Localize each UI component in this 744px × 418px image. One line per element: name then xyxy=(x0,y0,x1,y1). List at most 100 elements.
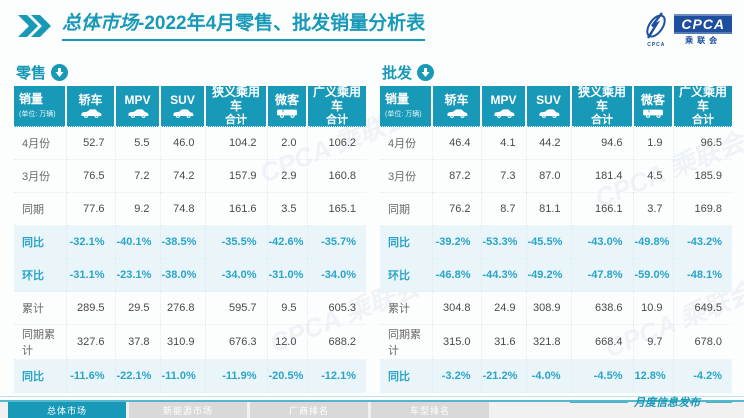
row-label: 同期累计 xyxy=(14,324,66,360)
col-header: 广义乘用车 合计 xyxy=(673,85,732,127)
table-cell: -47.8% xyxy=(570,258,633,292)
table-cell: 166.1 xyxy=(570,192,633,226)
col-header: 狭义乘用车 合计 xyxy=(205,85,268,127)
col-header: 狭义乘用车 合计 xyxy=(571,85,634,127)
table-cell: -53.3% xyxy=(480,225,526,259)
row-label: 同比 xyxy=(380,225,432,259)
table-cell: 7.3 xyxy=(480,159,526,193)
sedan-icon xyxy=(69,108,112,119)
table-cell: -49.8% xyxy=(632,225,673,259)
wholesale-label-text: 批发 xyxy=(382,65,413,82)
table-row: 同期累计 327.6 37.8 310.9 676.3 12.0 688.2 xyxy=(14,324,366,360)
table-cell: 638.6 xyxy=(570,291,633,325)
table-cell: 46.4 xyxy=(431,126,481,160)
logo-cpca-box: CPCA xyxy=(674,14,732,34)
mpv-icon xyxy=(118,108,157,119)
table-cell: 44.2 xyxy=(525,126,571,160)
row-label: 同比 xyxy=(14,359,66,393)
table-cell: 106.2 xyxy=(306,126,366,160)
table-cell: 289.5 xyxy=(65,291,115,325)
table-row: 4月份 52.7 5.5 46.0 104.2 2.0 106.2 xyxy=(14,126,366,160)
table-row: 4月份 46.4 4.1 44.2 94.6 1.9 96.5 xyxy=(380,126,732,160)
table-cell: -48.1% xyxy=(672,258,732,292)
table-cell: -46.8% xyxy=(431,258,481,292)
table-cell: -38.0% xyxy=(159,258,205,292)
sheet-tab-bar: 总体市场 新能源市场 厂商排名 车型排名 xyxy=(0,400,744,418)
down-arrow-icon[interactable] xyxy=(51,64,69,81)
table-row: 同比 -3.2% -21.2% -4.0% -4.5% 12.8% -4.2% xyxy=(380,359,732,393)
sheet-tab-overall-market[interactable]: 总体市场 xyxy=(8,402,126,418)
table-cell: 29.5 xyxy=(114,291,160,325)
table-cell: 315.0 xyxy=(431,324,481,360)
table-cell: 157.9 xyxy=(204,159,267,193)
table-row: 累计 289.5 29.5 276.8 595.7 9.5 605.3 xyxy=(14,291,366,325)
table-cell: -59.0% xyxy=(632,258,673,292)
sheet-tab-oem-ranking[interactable]: 厂商排名 xyxy=(250,402,368,418)
table-cell: -4.2% xyxy=(672,359,732,393)
row-label: 同期累计 xyxy=(380,324,432,360)
table-cell: -20.5% xyxy=(266,359,307,393)
table-cell: 87.2 xyxy=(431,159,481,193)
release-text: 月度信息发布 xyxy=(634,396,700,409)
row-label: 4月份 xyxy=(380,126,432,160)
table-cell: -39.2% xyxy=(431,225,481,259)
table-cell: -38.5% xyxy=(159,225,205,259)
minibus-icon xyxy=(636,109,670,119)
table-cell: -44.3% xyxy=(480,258,526,292)
table-cell: 46.0 xyxy=(159,126,205,160)
sheet-tab-nev-market[interactable]: 新能源市场 xyxy=(129,402,247,418)
col-header: 微客 xyxy=(633,86,674,127)
table-cell: 81.1 xyxy=(525,192,571,226)
sheet-tab-model-ranking[interactable]: 车型排名 xyxy=(371,402,489,418)
table-cell: 185.9 xyxy=(672,159,732,193)
table-cell: 160.8 xyxy=(306,159,366,193)
sedan-icon xyxy=(435,108,478,119)
table-cell: 161.6 xyxy=(204,192,267,226)
col-header: 轿车 xyxy=(66,86,116,127)
col-header-sales: 销量 (单位: 万辆) xyxy=(14,86,67,127)
down-arrow-icon[interactable] xyxy=(417,64,435,81)
logo-small-text: CPCA xyxy=(647,42,666,48)
table-cell: 7.2 xyxy=(114,159,160,193)
table-row: 同比 -32.1% -40.1% -38.5% -35.5% -42.6% -35.7% xyxy=(14,225,366,259)
row-label: 环比 xyxy=(14,258,66,292)
table-cell: 96.5 xyxy=(672,126,732,160)
release-line xyxy=(706,401,732,403)
release-note: 月度信息发布 xyxy=(570,394,732,410)
table-cell: 1.9 xyxy=(632,126,673,160)
header-row: 销量 (单位: 万辆) 轿车 MPV SUV 狭义乘用车 合计 微客 广义乘用车 合计 xyxy=(380,85,732,127)
sales-table: 销量 (单位: 万辆) 轿车 MPV SUV 狭义乘用车 合计 微客 广义乘用车 合计 4月份 52.… xyxy=(14,85,366,393)
table-cell: -11.9% xyxy=(204,359,267,393)
table-cell: 104.2 xyxy=(204,126,267,160)
table-row: 同比 -39.2% -53.3% -45.5% -43.0% -49.8% -43.2% xyxy=(380,225,732,259)
suv-icon xyxy=(163,108,202,119)
double-chevron-icon xyxy=(18,15,52,42)
table-cell: 5.5 xyxy=(114,126,160,160)
table-cell: -11.0% xyxy=(159,359,205,393)
table-cell: -34.0% xyxy=(204,258,267,292)
release-line xyxy=(570,401,628,403)
table-cell: -31.0% xyxy=(266,258,307,292)
table-cell: -42.6% xyxy=(266,225,307,259)
table-cell: 52.7 xyxy=(65,126,115,160)
table-cell: 605.3 xyxy=(306,291,366,325)
row-label: 累计 xyxy=(14,291,66,325)
table-cell: -40.1% xyxy=(114,225,160,259)
row-label: 3月份 xyxy=(14,159,66,193)
logo-swirl-icon xyxy=(646,12,667,39)
table-cell: 3.7 xyxy=(632,192,673,226)
table-cell: 321.8 xyxy=(525,324,571,360)
table-cell: 9.2 xyxy=(114,192,160,226)
table-cell: -45.5% xyxy=(525,225,571,259)
table-cell: 74.2 xyxy=(159,159,205,193)
table-cell: 9.7 xyxy=(632,324,673,360)
table-cell: -43.0% xyxy=(570,225,633,259)
row-label: 同比 xyxy=(380,359,432,393)
table-row: 3月份 87.2 7.3 87.0 181.4 4.5 185.9 xyxy=(380,159,732,193)
logo-emblem: CPCA xyxy=(641,12,671,48)
table-cell: 181.4 xyxy=(570,159,633,193)
table-cell: -4.5% xyxy=(570,359,633,393)
table-cell: 678.0 xyxy=(672,324,732,360)
header-row: 销量 (单位: 万辆) 轿车 MPV SUV 狭义乘用车 合计 微客 广义乘用车 合计 xyxy=(14,85,366,127)
table-row: 3月份 76.5 7.2 74.2 157.9 2.9 160.8 xyxy=(14,159,366,193)
